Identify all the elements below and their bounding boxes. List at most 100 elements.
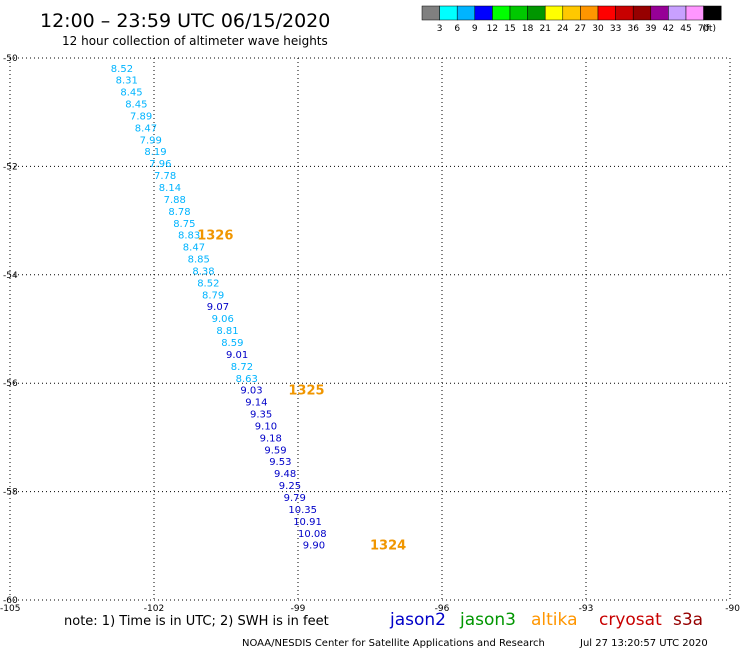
wave-height-value: 8.45	[125, 100, 147, 111]
satellite-legend-entry: jason2	[389, 610, 446, 630]
colorbar-swatch	[685, 5, 704, 21]
satellite-legend-entry: cryosat	[599, 610, 662, 630]
wave-height-value: 9.35	[250, 410, 272, 421]
colorbar-swatch	[474, 5, 493, 21]
wave-height-value: 8.78	[168, 207, 190, 218]
wave-height-value: 7.88	[164, 195, 186, 206]
longitude-tick: -96	[435, 604, 450, 614]
wave-height-value: 7.99	[140, 135, 162, 146]
wave-height-value: 8.85	[188, 255, 210, 266]
colorbar-swatch	[421, 5, 440, 21]
longitude-tick: -105	[0, 604, 20, 614]
wave-height-value: 9.90	[303, 541, 325, 552]
wave-height-value: 8.72	[231, 362, 253, 373]
colorbar-swatch	[456, 5, 476, 21]
latitude-tick: -50	[3, 54, 18, 64]
wave-height-value: 10.35	[288, 505, 317, 516]
satellite-legend: jason2 jason3 altika cryosat s3a	[389, 610, 703, 630]
colorbar-label: 9	[472, 24, 478, 34]
map-gridlines	[9, 57, 731, 601]
longitude-tick: -102	[144, 604, 164, 614]
wave-height-value: 9.48	[274, 469, 296, 480]
satellite-legend-entry: s3a	[673, 610, 703, 630]
wave-height-value: 9.07	[207, 302, 229, 313]
chart-subtitle: 12 hour collection of altimeter wave hei…	[62, 34, 328, 48]
colorbar-swatch	[615, 5, 634, 21]
wave-height-value: 8.45	[120, 88, 142, 99]
wave-height-value: 9.06	[212, 314, 234, 325]
footer-note: note: 1) Time is in UTC; 2) SWH is in fe…	[64, 614, 329, 629]
latitude-tick-labels: -50 -52 -54 -56 -58 -60	[3, 54, 18, 606]
wave-height-value: 8.63	[236, 374, 258, 385]
wave-height-value: 8.14	[159, 183, 181, 194]
colorbar-label: 45	[680, 24, 691, 34]
wave-height-value: 8.38	[192, 266, 214, 277]
track-time-labels: 1326 1325 1324	[197, 229, 406, 554]
wave-height-value: 8.47	[183, 243, 205, 254]
colorbar-swatch	[580, 5, 599, 21]
pass-time-label: 1326	[197, 229, 233, 244]
wave-height-labels: 8.528.318.458.457.898.477.998.197.967.78…	[111, 64, 327, 552]
colorbar-legend: 3 6 9 12 15 18 21 24 27 30 33 36 39 42 45 70(ft)	[421, 5, 722, 34]
colorbar-unit: (ft)	[702, 24, 716, 34]
wave-height-value: 10.08	[298, 529, 327, 540]
colorbar-label: 3	[437, 24, 443, 34]
wave-height-value: 9.10	[255, 421, 277, 432]
latitude-tick: -56	[3, 379, 18, 389]
colorbar-label: 18	[522, 24, 534, 34]
credit-text: NOAA/NESDIS Center for Satellite Applica…	[242, 638, 545, 649]
colorbar-swatch	[439, 5, 458, 21]
colorbar-swatch	[527, 5, 546, 21]
colorbar-swatch	[509, 5, 528, 21]
colorbar-label: 27	[575, 24, 586, 34]
satellite-legend-entry: jason3	[459, 610, 516, 630]
wave-height-value: 10.91	[293, 517, 322, 528]
wave-height-value: 7.89	[130, 111, 152, 122]
wave-height-value: 8.75	[173, 219, 195, 230]
colorbar-label: 21	[539, 24, 550, 34]
colorbar-swatch	[668, 5, 687, 21]
colorbar-label: 6	[454, 24, 460, 34]
colorbar-swatch	[562, 5, 581, 21]
wave-height-value: 8.79	[202, 290, 224, 301]
colorbar-label: 39	[645, 24, 657, 34]
wave-height-value: 8.59	[221, 338, 243, 349]
wave-height-value: 9.03	[240, 386, 262, 397]
latitude-tick: -54	[3, 271, 18, 281]
colorbar-swatch	[597, 5, 616, 21]
wave-height-value: 7.78	[154, 171, 176, 182]
colorbar-label: 30	[592, 24, 604, 34]
wave-height-value: 7.96	[149, 159, 171, 170]
wave-height-value: 8.47	[135, 123, 157, 134]
longitude-tick: -93	[579, 604, 594, 614]
wave-height-value: 9.53	[269, 457, 291, 468]
wave-height-value: 8.52	[111, 64, 133, 75]
longitude-tick-labels: -105 -102 -99 -96 -93 -90	[0, 604, 740, 614]
wave-height-value: 8.81	[216, 326, 238, 337]
latitude-tick: -60	[3, 596, 18, 606]
colorbar-label: 24	[557, 24, 569, 34]
timestamp-text: Jul 27 13:20:57 UTC 2020	[579, 638, 708, 649]
colorbar-swatch	[650, 5, 669, 21]
colorbar-label: 36	[627, 24, 639, 34]
wave-height-value: 8.31	[116, 76, 138, 87]
colorbar-swatch	[492, 5, 511, 21]
pass-time-label: 1325	[288, 384, 324, 399]
colorbar-swatch	[544, 5, 564, 21]
chart-title: 12:00 – 23:59 UTC 06/15/2020	[40, 10, 330, 32]
colorbar-label: 12	[487, 24, 498, 34]
colorbar-label: 15	[504, 24, 515, 34]
latitude-tick: -58	[3, 488, 18, 498]
colorbar-swatch	[632, 5, 652, 21]
pass-time-label: 1324	[370, 539, 406, 554]
wave-height-value: 8.52	[197, 278, 219, 289]
wave-height-value: 9.01	[226, 350, 248, 361]
colorbar-label: 70	[698, 24, 710, 34]
wave-height-value: 8.19	[144, 147, 166, 158]
latitude-tick: -52	[3, 162, 18, 172]
wave-height-value: 9.25	[279, 481, 301, 492]
wave-height-value: 8.83	[178, 231, 200, 242]
colorbar-label: 42	[663, 24, 674, 34]
